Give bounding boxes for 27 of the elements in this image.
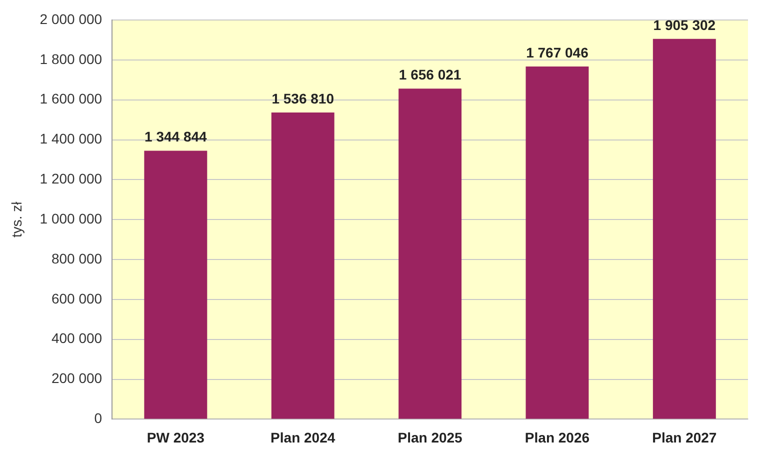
bar	[144, 150, 208, 419]
y-tick-label: 600 000	[51, 290, 102, 306]
x-tick-label: Plan 2025	[398, 429, 463, 446]
data-label: 1 767 046	[526, 44, 589, 60]
y-tick-label: 200 000	[51, 370, 102, 386]
x-tick-label: Plan 2024	[270, 429, 336, 446]
y-tick-label: 1 200 000	[40, 170, 102, 187]
x-tick-label: Plan 2026	[524, 429, 590, 446]
y-tick-label: 1 400 000	[40, 130, 102, 147]
y-tick-label: 1 800 000	[40, 50, 102, 67]
bar	[398, 88, 462, 419]
data-label: 1 536 810	[272, 90, 334, 106]
y-tick-label: 400 000	[51, 330, 102, 346]
y-tick-label: 1 600 000	[40, 90, 102, 107]
y-tick-label: 800 000	[51, 250, 102, 266]
x-tick-label: Plan 2027	[652, 429, 717, 446]
bar	[526, 66, 589, 419]
y-tick-label: 2 000 000	[40, 10, 102, 27]
data-label: 1 656 021	[398, 66, 462, 83]
y-axis-title: tys. zł	[8, 200, 24, 238]
x-tick-label: PW 2023	[146, 429, 205, 446]
bar	[271, 112, 334, 419]
y-tick-label: 0	[94, 410, 102, 426]
data-label: 1 344 844	[144, 128, 208, 145]
bar	[652, 38, 716, 419]
data-label: 1 905 302	[653, 16, 716, 33]
y-tick-label: 1 000 000	[40, 210, 102, 226]
